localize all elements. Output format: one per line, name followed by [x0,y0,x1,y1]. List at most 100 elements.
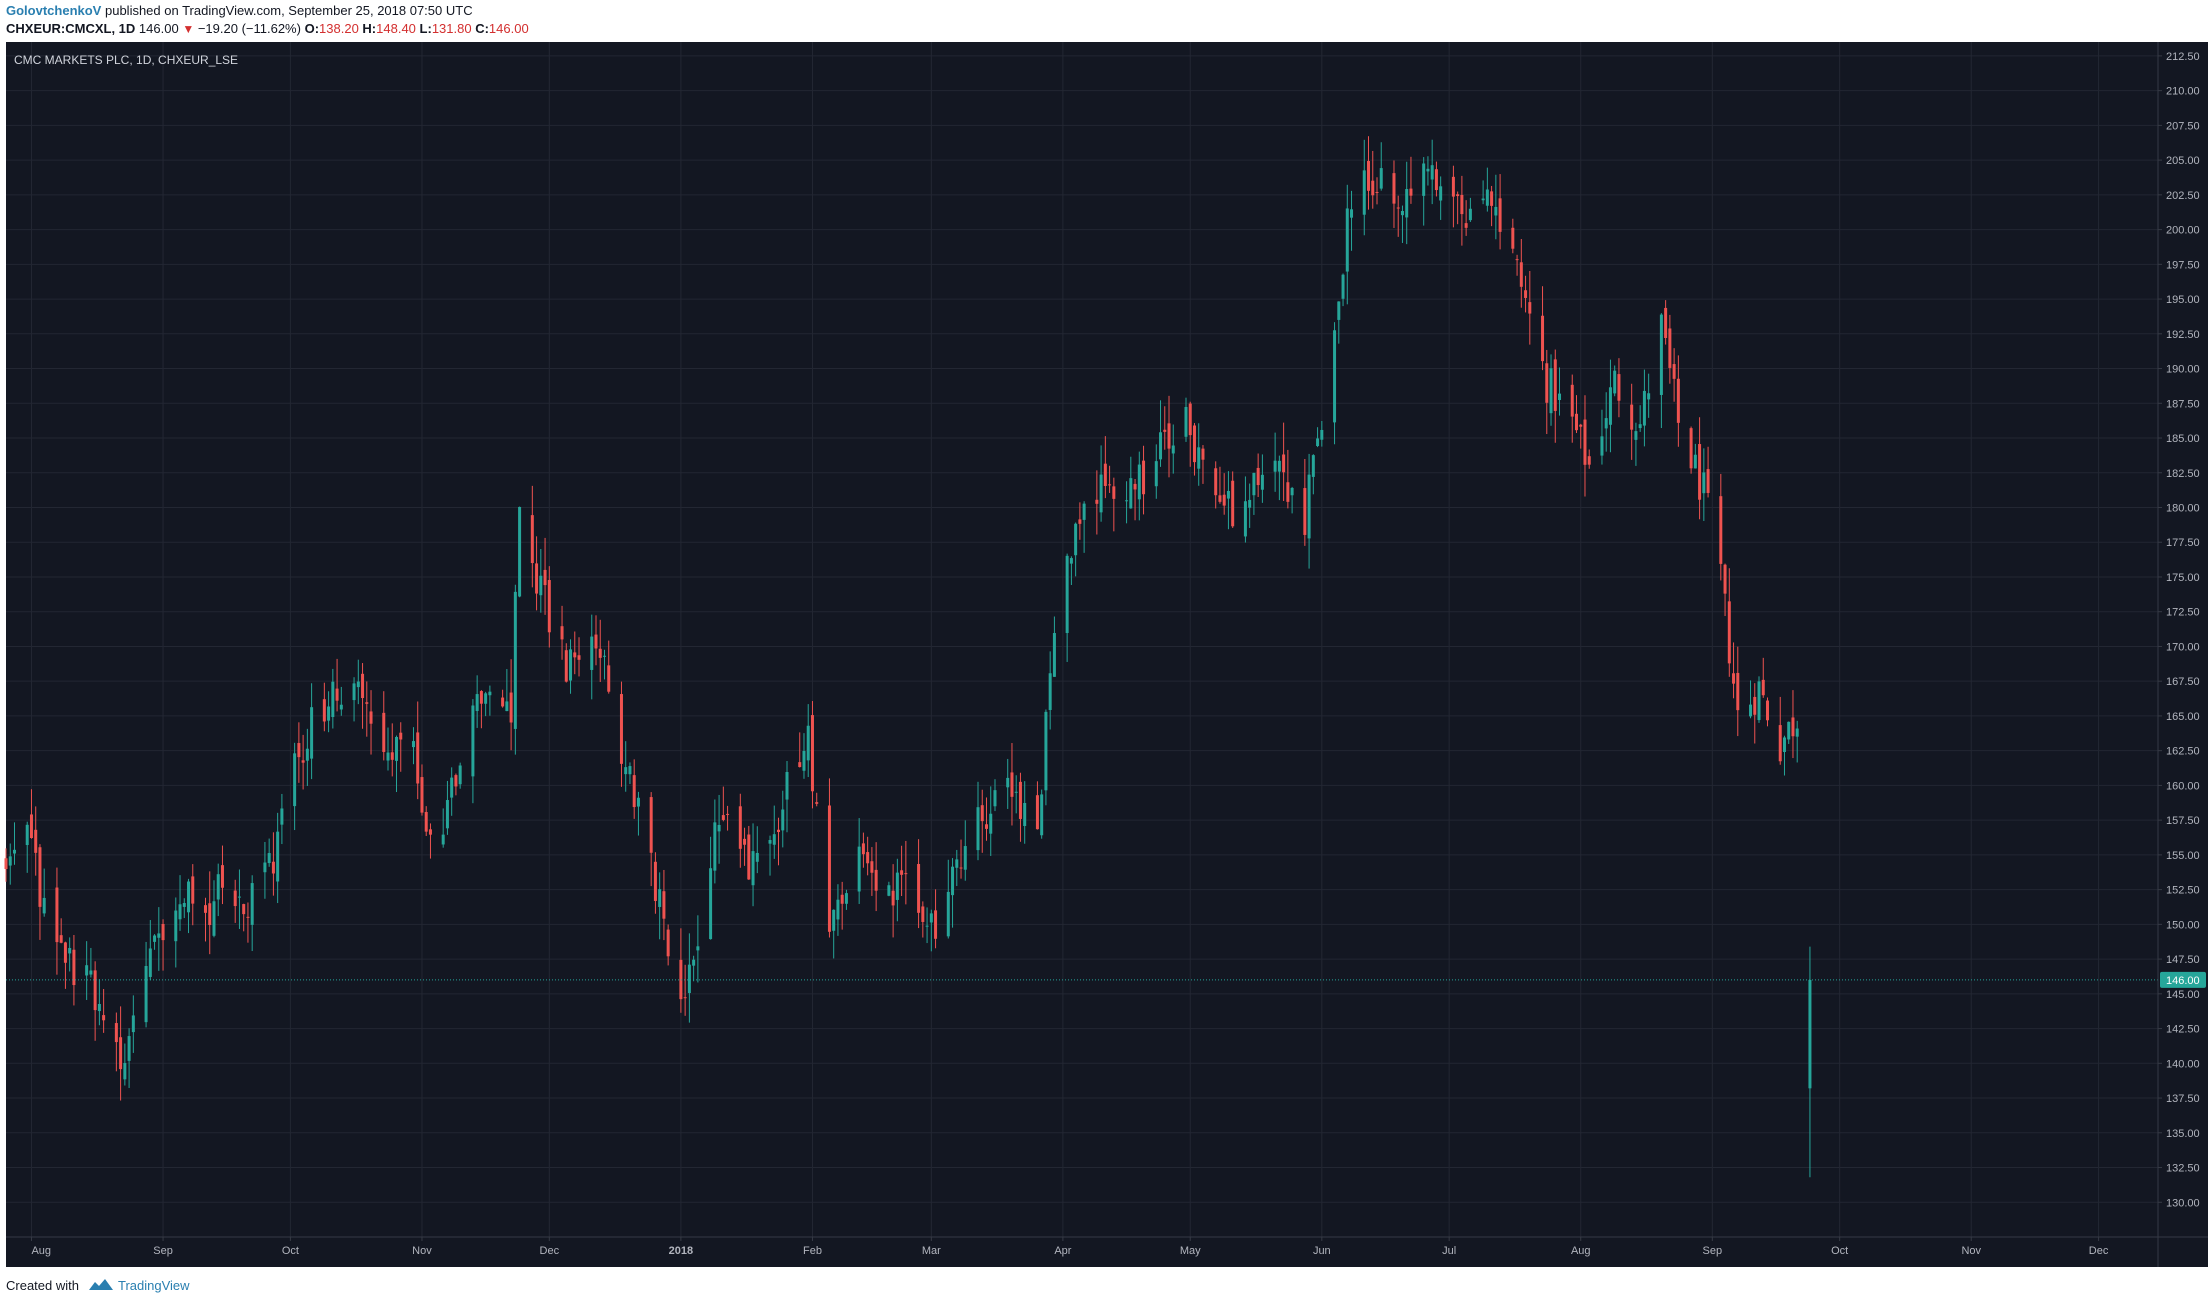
candle-body [1422,163,1426,196]
candle-body [97,1003,101,1012]
candle-body [653,861,657,901]
candle-body [119,1037,123,1070]
candle-body [1154,461,1158,487]
candle-body [55,887,59,943]
candle-body [900,870,904,875]
candle-body [38,847,42,907]
candle-body [1553,359,1557,411]
candle-body [1014,791,1018,793]
candle-body [1787,721,1791,740]
candle-body [832,909,836,931]
candle-body [479,691,483,704]
candle-body [951,866,955,896]
candle-body [1023,803,1027,827]
price-tick-label: 182.50 [2166,468,2200,480]
candle-body [327,706,331,721]
candle-body [1167,423,1171,449]
candle-body [1350,209,1354,218]
candle-body [1630,404,1634,430]
candle-body [1600,436,1604,456]
candle-body [1761,679,1765,696]
candle-body [1570,384,1574,417]
publish-line: GolovtchenkoV published on TradingView.c… [6,2,473,20]
time-tick-label: May [1180,1245,1201,1257]
candle-body [335,688,339,701]
candle-body [594,634,598,649]
chart-frame[interactable]: 130.00 132.50 135.00 137.50 140.00 142.50 145.… [0,42,2208,1267]
candle-body [1333,330,1337,423]
candle-body [1082,503,1086,520]
candle-body [590,636,594,670]
candle-body [1311,455,1315,477]
candlestick-chart[interactable]: 130.00 132.50 135.00 137.50 140.00 142.50 145.… [0,42,2208,1267]
candle-body [416,732,420,784]
candle-body [1464,223,1468,228]
candle-body [153,935,157,942]
tradingview-link[interactable]: TradingView [118,1278,190,1293]
candle-body [1112,486,1116,499]
candle-body [509,692,513,723]
time-tick-label: Aug [1571,1245,1591,1257]
time-tick-label: Jul [1442,1245,1456,1257]
candle-body [857,846,861,892]
candle-body [501,697,505,707]
price-tick-label: 150.00 [2166,919,2200,931]
time-tick-label: 2018 [669,1245,693,1257]
time-axis[interactable]: Aug Sep Oct Nov Dec 2018 Feb Mar Apr May Jun Jul Aug… [30,1237,2109,1257]
candle-body [131,1015,135,1033]
price-axis-background[interactable] [2158,42,2208,1267]
candle-body [1218,495,1222,502]
candle-body [777,829,781,833]
candle-body [1791,717,1795,737]
candle-body [1052,633,1056,677]
candle-body [696,946,700,951]
candle-body [450,777,454,798]
candle-body [624,767,628,775]
symbol-label: CHXEUR:CMCXL, 1D [6,21,136,36]
candle-body [1129,478,1133,509]
candle-body [267,853,271,864]
candle-body [560,626,564,640]
candle-body [1226,490,1230,499]
candle-body [887,885,891,896]
candle-body [569,649,573,681]
candle-body [717,824,721,832]
time-tick-label: Apr [1054,1245,1071,1257]
candle-body [1188,403,1192,436]
candle-body [840,894,844,904]
candle-body [891,890,895,906]
candle-body [305,748,309,761]
time-tick-label: Oct [282,1245,299,1257]
candle-body [1243,501,1247,537]
candle-body [946,891,950,937]
candle-body [649,797,653,853]
candle-body [1698,444,1702,500]
author-link[interactable]: GolovtchenkoV [6,3,102,18]
candle-body [573,652,577,658]
candle-body [925,925,929,927]
candle-body [1634,431,1638,440]
candle-body [1248,499,1252,508]
candle-body [505,701,509,712]
price-axis[interactable]: 130.00 132.50 135.00 137.50 140.00 142.50 145.… [2158,51,2200,1209]
candle-body [1485,189,1489,206]
time-tick-label: Aug [31,1245,51,1257]
candle-body [178,904,182,920]
chart-header: GolovtchenkoV published on TradingView.c… [0,0,2208,42]
price-tick-label: 190.00 [2166,364,2200,376]
open-label: O: [304,21,320,36]
tradingview-logo-icon[interactable] [88,1277,114,1293]
candle-body [1214,468,1218,496]
candle-body [1192,425,1196,463]
candle-body [602,655,606,657]
published-text: published on TradingView.com, September … [104,3,473,18]
candle-body [1345,208,1349,272]
candle-body [989,813,993,834]
candle-body [1379,168,1383,189]
candle-body [1613,370,1617,394]
candle-body [1035,795,1039,830]
time-axis-background[interactable] [6,1237,2158,1267]
candle-body [1617,374,1621,401]
candle-body [339,704,343,710]
candle-body [1587,456,1591,465]
